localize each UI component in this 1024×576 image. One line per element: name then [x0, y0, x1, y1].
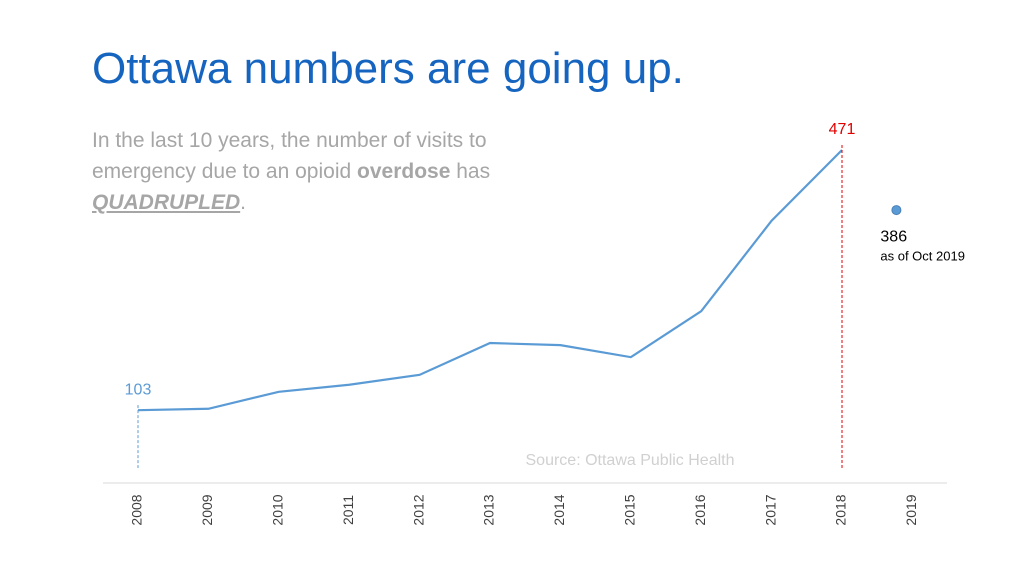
data-label: 471 — [829, 121, 856, 138]
subtitle-emphasis: QUADRUPLED — [92, 191, 241, 214]
x-tick-label: 2012 — [410, 494, 426, 525]
x-tick-label: 2019 — [903, 494, 919, 525]
x-tick-label: 2017 — [762, 494, 778, 525]
subtitle-text: . — [240, 191, 247, 214]
point-note: as of Oct 2019 — [880, 249, 965, 264]
source: Source: Ottawa Public Health — [526, 452, 735, 469]
subtitle-text: In the last 10 years, the number of visi… — [92, 129, 487, 183]
subtitle: In the last 10 years, the number of visi… — [92, 125, 592, 218]
point — [891, 205, 902, 216]
subtitle-text: has — [450, 160, 491, 183]
x-tick-label: 2016 — [692, 494, 708, 525]
x-tick-label: 2013 — [481, 494, 497, 525]
x-tick-label: 2009 — [199, 494, 215, 525]
chart-title: Ottawa numbers are going up. — [92, 44, 684, 93]
x-tick-label: 2014 — [551, 494, 567, 525]
point-label: 386 — [880, 228, 907, 245]
data-label: 103 — [125, 381, 152, 398]
x-tick-label: 2015 — [622, 494, 638, 525]
x-tick-label: 2011 — [340, 495, 356, 525]
x-tick-label: 2018 — [833, 494, 849, 525]
x-tick-label: 2010 — [270, 494, 286, 525]
x-tick-label: 2008 — [129, 494, 145, 525]
subtitle-bold: overdose — [357, 160, 451, 183]
line — [137, 149, 843, 412]
